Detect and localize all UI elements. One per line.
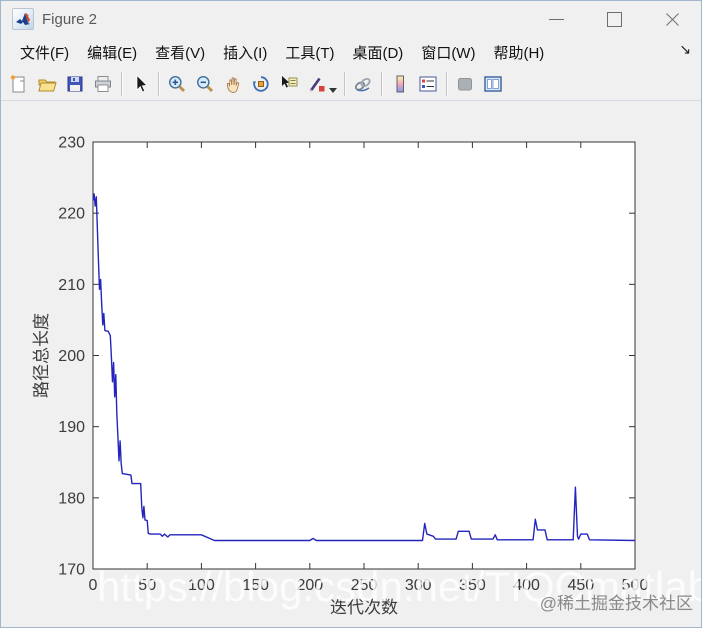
- window-title: Figure 2: [42, 10, 98, 28]
- zoom-in-button[interactable]: [163, 70, 191, 98]
- x-tick-label: 300: [405, 577, 432, 594]
- toolbar: [1, 67, 701, 101]
- y-tick-label: 170: [58, 562, 85, 579]
- open-file-icon: [38, 79, 57, 91]
- x-tick-label: 100: [188, 577, 215, 594]
- x-tick-label: 0: [89, 577, 98, 594]
- data-cursor-button[interactable]: [275, 70, 303, 98]
- plot-tools-dock-button[interactable]: [479, 70, 507, 98]
- toolbar-separator: [158, 71, 159, 96]
- new-figure-button[interactable]: [5, 70, 33, 98]
- toolbar-separator: [121, 71, 122, 96]
- plot-axes: 0 50 100 150 200 250 300 350 400 450 500 170 180 190 2…: [32, 135, 649, 618]
- pointer-icon: [136, 74, 148, 92]
- zoom-out-button[interactable]: [191, 70, 219, 98]
- x-axis-label: 迭代次数: [330, 598, 398, 617]
- y-tick-label: 200: [58, 348, 85, 365]
- plot-tools-dock-icon: [484, 75, 502, 92]
- rotate-3d-icon: [252, 75, 269, 92]
- menu-item-0[interactable]: 文件(F): [20, 44, 70, 62]
- convergence-line: [92, 193, 636, 542]
- insert-colorbar-icon: [396, 75, 404, 92]
- x-tick-label: 150: [242, 577, 269, 594]
- minimize-icon: [548, 18, 564, 20]
- x-tick-label: 250: [351, 577, 378, 594]
- matlab-logo-icon: [12, 8, 34, 30]
- y-tick-label: 190: [58, 419, 85, 436]
- data-cursor-icon: [282, 75, 298, 88]
- maximize-button[interactable]: [585, 1, 643, 37]
- menu-item-6[interactable]: 窗口(W): [421, 44, 476, 62]
- plot-background: [92, 141, 636, 570]
- plot-tools-hide-icon: [458, 77, 472, 90]
- menu-item-7[interactable]: 帮助(H): [493, 44, 545, 62]
- open-file-button[interactable]: [33, 70, 61, 98]
- x-tick-label: 200: [296, 577, 323, 594]
- menu-overflow-arrow-icon[interactable]: ↘: [679, 41, 691, 57]
- pan-button[interactable]: [219, 70, 247, 98]
- insert-legend-button[interactable]: [414, 70, 442, 98]
- zoom-out-icon: [197, 75, 214, 92]
- maximize-icon: [606, 11, 622, 27]
- brush-dropdown-caret[interactable]: [329, 88, 337, 93]
- menu-item-1[interactable]: 编辑(E): [87, 44, 138, 62]
- zoom-in-icon: [169, 75, 186, 92]
- brush-data-button[interactable]: [303, 70, 331, 98]
- menu-item-3[interactable]: 插入(I): [223, 44, 268, 62]
- insert-legend-icon: [419, 76, 437, 91]
- plot-tools-hide-button: [451, 70, 479, 98]
- y-axis-label: 路径总长度: [32, 313, 51, 398]
- print-figure-button[interactable]: [89, 70, 117, 98]
- link-plots-button[interactable]: [349, 70, 377, 98]
- figure-canvas: 0 50 100 150 200 250 300 350 400 450 500 170 180 190 2…: [1, 102, 701, 627]
- insert-colorbar-button[interactable]: [386, 70, 414, 98]
- link-plots-icon: [354, 77, 371, 91]
- close-icon: [665, 12, 680, 27]
- x-tick-label: 500: [622, 577, 649, 594]
- y-tick-label: 220: [58, 206, 85, 223]
- pointer-button[interactable]: [126, 70, 154, 98]
- toolbar-separator: [446, 71, 447, 96]
- x-tick-label: 400: [513, 577, 540, 594]
- print-figure-icon: [95, 75, 111, 92]
- x-tick-label: 450: [567, 577, 594, 594]
- new-figure-icon: [10, 74, 25, 92]
- pan-icon: [227, 77, 240, 93]
- menu-item-5[interactable]: 桌面(D): [352, 44, 404, 62]
- y-tick-label: 210: [58, 277, 85, 294]
- toolbar-separator: [381, 71, 382, 96]
- close-button[interactable]: [643, 1, 701, 37]
- menu-item-4[interactable]: 工具(T): [285, 44, 335, 62]
- menu-item-2[interactable]: 查看(V): [155, 44, 206, 62]
- y-tick-label: 230: [58, 135, 85, 152]
- menubar: 文件(F) 编辑(E) 查看(V) 插入(I) 工具(T) 桌面(D) 窗口(W) 帮助(H): [1, 37, 701, 67]
- titlebar: Figure 2: [1, 1, 701, 37]
- x-tick-label: 350: [459, 577, 486, 594]
- save-figure-button[interactable]: [61, 70, 89, 98]
- brush-data-icon: [309, 77, 325, 92]
- save-figure-icon: [67, 76, 83, 91]
- y-tick-label: 180: [58, 490, 85, 507]
- rotate-3d-button[interactable]: [247, 70, 275, 98]
- toolbar-separator: [344, 71, 345, 96]
- x-tick-label: 50: [138, 577, 156, 594]
- minimize-button[interactable]: [527, 1, 585, 37]
